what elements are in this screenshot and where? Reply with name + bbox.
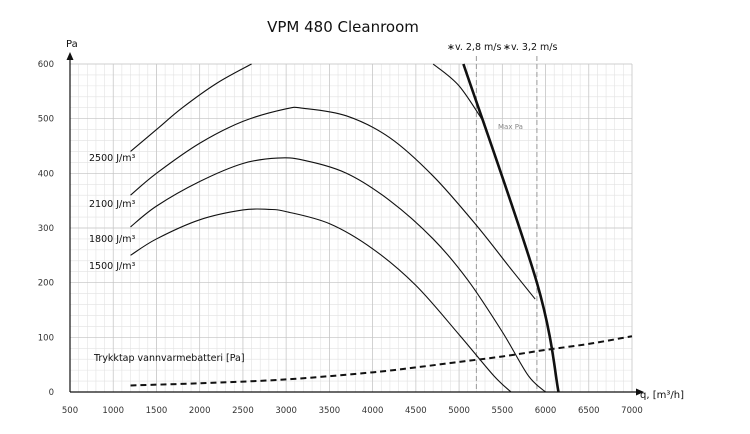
series-line bbox=[432, 63, 486, 125]
major-grid bbox=[69, 63, 633, 393]
x-tick-label: 7000 bbox=[621, 406, 643, 416]
x-tick-label: 3500 bbox=[319, 406, 341, 416]
series-line bbox=[130, 208, 512, 393]
pressure-drop-line bbox=[130, 335, 633, 387]
x-tick-label: 4000 bbox=[362, 406, 384, 416]
velocity-label: ∗v. 2,8 m/s bbox=[447, 42, 501, 53]
series-labels: 1500 J/m³ 1800 J/m³ 2100 J/m³ 2500 J/m³ Tryk… bbox=[89, 153, 245, 364]
y-tick-labels: 0 100 200 300 400 500 600 bbox=[38, 60, 54, 398]
y-tick-label: 200 bbox=[38, 279, 54, 289]
x-tick-label: 4500 bbox=[405, 406, 427, 416]
velocity-label: ∗v. 3,2 m/s bbox=[503, 42, 557, 53]
y-tick-label: 500 bbox=[38, 115, 54, 125]
max-pressure-line bbox=[462, 63, 560, 393]
x-tick-label: 2500 bbox=[232, 406, 254, 416]
velocity-lines: ∗v. 2,8 m/s ∗v. 3,2 m/s bbox=[447, 42, 557, 392]
series-line bbox=[130, 63, 252, 152]
series-line bbox=[130, 106, 536, 300]
x-tick-label: 500 bbox=[62, 406, 78, 416]
series-label: 1500 J/m³ bbox=[89, 261, 135, 272]
y-tick-label: 400 bbox=[38, 169, 54, 179]
x-tick-label: 1500 bbox=[146, 406, 168, 416]
series-label: 1800 J/m³ bbox=[89, 234, 135, 245]
chart-title: VPM 480 Cleanroom bbox=[267, 18, 419, 36]
x-tick-label: 5000 bbox=[448, 406, 470, 416]
x-tick-label: 3000 bbox=[275, 406, 297, 416]
y-tick-label: 300 bbox=[38, 224, 54, 234]
series-label: 2500 J/m³ bbox=[89, 153, 135, 164]
series-label: 2100 J/m³ bbox=[89, 199, 135, 210]
x-tick-label: 6500 bbox=[578, 406, 600, 416]
series-label: Trykktap vannvarmebatteri [Pa] bbox=[93, 353, 245, 364]
y-tick-label: 100 bbox=[38, 333, 54, 343]
x-tick-labels: 500 1000 1500 2000 2500 3000 3500 4000 4500 5000 5… bbox=[62, 406, 643, 416]
y-axis-arrow bbox=[66, 52, 74, 60]
series-lines bbox=[130, 63, 633, 393]
x-tick-label: 1000 bbox=[102, 406, 124, 416]
x-axis-label: q, [m³/h] bbox=[640, 390, 684, 401]
x-tick-label: 5500 bbox=[491, 406, 513, 416]
y-axis-label: Pa bbox=[66, 39, 78, 50]
y-tick-label: 0 bbox=[49, 388, 54, 398]
x-axis-arrow bbox=[636, 388, 644, 396]
x-tick-label: 6000 bbox=[535, 406, 557, 416]
max-pa-annotation: Max Pa bbox=[498, 123, 523, 131]
x-tick-label: 2000 bbox=[189, 406, 211, 416]
y-tick-label: 600 bbox=[38, 60, 54, 70]
series-line bbox=[130, 157, 546, 393]
